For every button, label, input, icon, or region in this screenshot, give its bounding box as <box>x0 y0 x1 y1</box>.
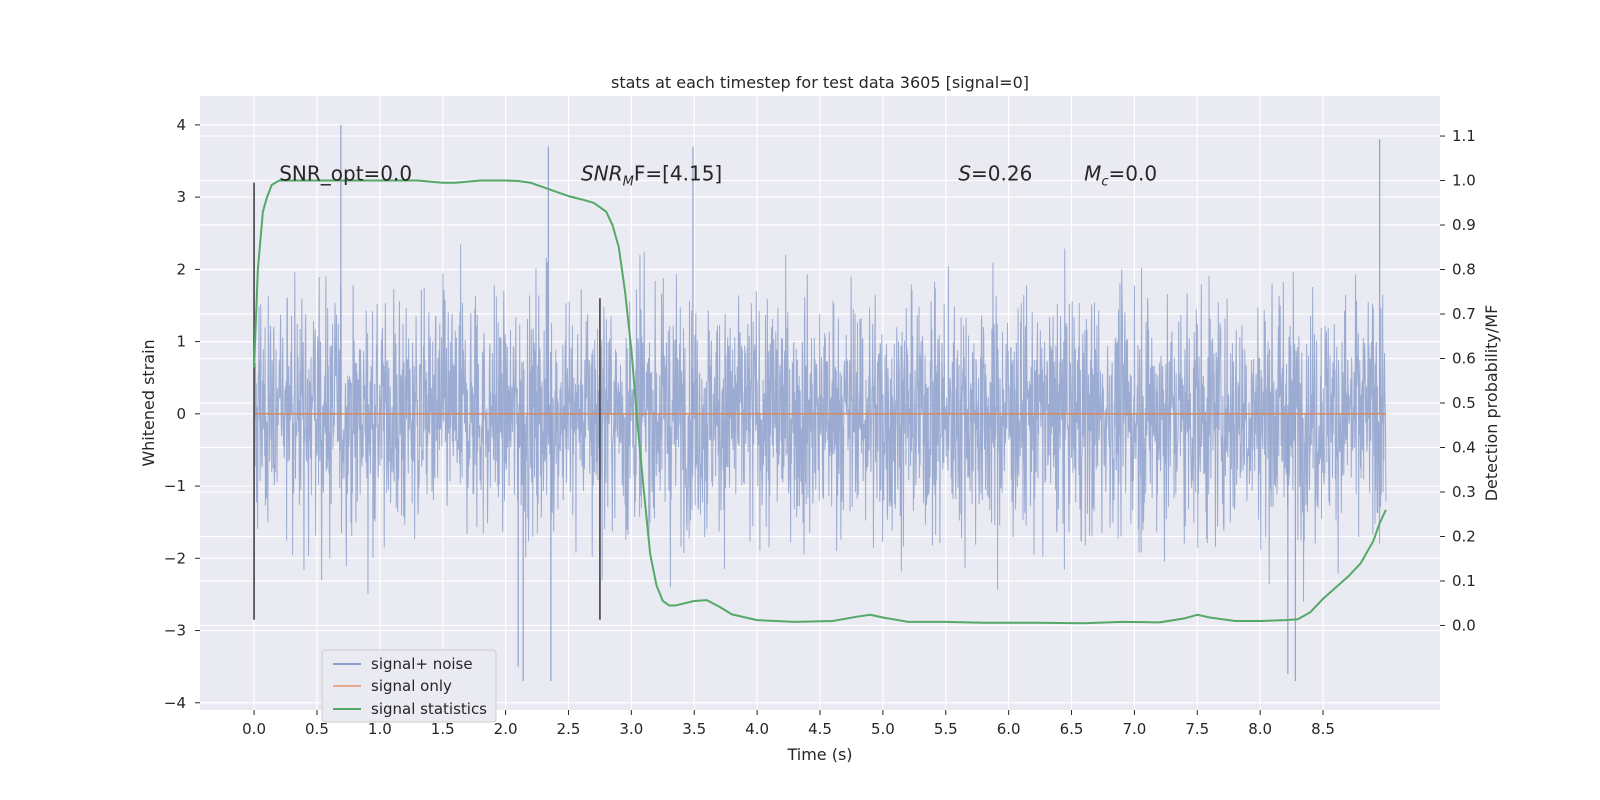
statistics-curve <box>253 179 1387 625</box>
x-tick-label: 6.5 <box>1060 720 1084 738</box>
annotation-main: S <box>958 162 971 186</box>
annotation-rest: F=[4.15] <box>634 162 722 186</box>
legend-label-signal: signal only <box>371 677 452 695</box>
y-tick-label: 4 <box>176 116 186 134</box>
annotation-rest: =0.26 <box>971 162 1032 186</box>
x-tick-label: 5.0 <box>871 720 895 738</box>
x-tick-label: 1.5 <box>431 720 455 738</box>
y2-tick-label: 0.7 <box>1452 305 1476 323</box>
legend-label-noise: signal+ noise <box>371 655 473 673</box>
x-axis-label: Time (s) <box>786 745 852 764</box>
y2-tick-label: 0.6 <box>1452 350 1476 368</box>
x-tick-label: 6.0 <box>997 720 1021 738</box>
x-tick-label: 7.5 <box>1185 720 1209 738</box>
annotation-3: Mc=0.0 <box>1084 162 1157 190</box>
x-tick-label: 8.5 <box>1311 720 1335 738</box>
marker-lines <box>253 182 601 620</box>
x-tick-label: 3.0 <box>619 720 643 738</box>
annotations: SNR_opt=0.0 SNRMF=[4.15] S=0.26 Mc=0.0 <box>279 162 1157 190</box>
y-tick-label: 1 <box>176 333 186 351</box>
legend-box <box>321 649 497 723</box>
legend: signal+ noise signal only signal statist… <box>321 649 497 723</box>
x-tick-label: 5.5 <box>934 720 958 738</box>
noise-trace <box>253 244 1387 602</box>
y-tick-label: 2 <box>176 260 186 278</box>
annotation-subscript: c <box>1101 175 1108 190</box>
y-tick-label: 0 <box>176 405 186 423</box>
x-tick-label: 0.0 <box>242 720 266 738</box>
x-tick-label: 8.0 <box>1248 720 1272 738</box>
y-tick-label: −1 <box>164 477 186 495</box>
y-tick-label: 3 <box>176 188 186 206</box>
signal-noise-series <box>253 124 1387 682</box>
annotation-main: SNR <box>581 162 623 186</box>
axes: 0.0 0.5 1.0 1.5 2.0 2.5 3.0 3.5 4.0 4.5 5.0 5.5 6.0 6… <box>164 116 1476 738</box>
x-tick-label: 4.5 <box>808 720 832 738</box>
y-tick-label: −3 <box>164 622 186 640</box>
annotation-rest: =0.0 <box>1109 162 1158 186</box>
y2-tick-label: 0.8 <box>1452 261 1476 279</box>
x-tick-label: 1.0 <box>368 720 392 738</box>
x-tick-label: 4.0 <box>745 720 769 738</box>
signal-statistics-series <box>253 179 1387 625</box>
y2-tick-label: 1.1 <box>1452 127 1476 145</box>
y2-tick-label: 0.3 <box>1452 483 1476 501</box>
annotation-2: S=0.26 <box>958 162 1032 186</box>
chart-title: stats at each timestep for test data 360… <box>611 73 1029 92</box>
x-tick-label: 7.0 <box>1122 720 1146 738</box>
y-axis-label: Whitened strain <box>139 339 158 466</box>
y2-tick-label: 0.9 <box>1452 216 1476 234</box>
y-tick-label: −2 <box>164 549 186 567</box>
y2-tick-label: 0.5 <box>1452 394 1476 412</box>
y2-tick-label: 0.0 <box>1452 616 1476 634</box>
annotation-1: SNRMF=[4.15] <box>581 162 722 190</box>
annotation-main: M <box>1084 162 1101 186</box>
annotation-subscript: M <box>623 175 634 190</box>
y2-tick-label: 0.2 <box>1452 527 1476 545</box>
y-tick-label: −4 <box>164 694 186 712</box>
y2-tick-label: 1.0 <box>1452 172 1476 190</box>
annotation-0: SNR_opt=0.0 <box>279 162 412 186</box>
x-tick-label: 2.0 <box>494 720 518 738</box>
y2-tick-label: 0.4 <box>1452 438 1476 456</box>
legend-label-statistics: signal statistics <box>371 700 487 718</box>
x-tick-label: 2.5 <box>557 720 581 738</box>
y2-axis-label: Detection probability/MF <box>1482 305 1501 502</box>
x-tick-label: 3.5 <box>682 720 706 738</box>
x-tick-label: 0.5 <box>305 720 329 738</box>
y2-tick-label: 0.1 <box>1452 572 1476 590</box>
